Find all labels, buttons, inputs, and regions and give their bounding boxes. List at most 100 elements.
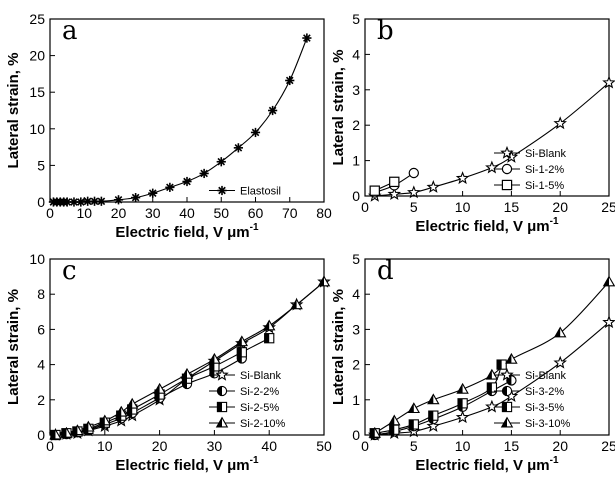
legend-item: Si-2-5% xyxy=(209,401,279,414)
data-point xyxy=(83,196,93,206)
data-point xyxy=(553,326,567,338)
y-tick-label: 2 xyxy=(352,117,360,133)
y-tick-label: 4 xyxy=(37,357,45,373)
legend-marker xyxy=(500,416,514,428)
y-tick-label: 4 xyxy=(352,46,360,62)
data-point xyxy=(485,399,499,413)
legend-marker xyxy=(500,145,514,159)
y-tick-label: 2 xyxy=(352,357,360,373)
panel-label: c xyxy=(62,256,77,286)
series-line xyxy=(374,82,610,197)
data-point xyxy=(199,168,209,179)
data-point xyxy=(553,116,567,130)
data-point xyxy=(82,420,95,432)
data-point xyxy=(408,419,419,430)
legend-label: Si-3-5% xyxy=(525,402,564,414)
legend-label: Si-1-5% xyxy=(525,180,564,192)
plot-frame xyxy=(49,258,325,436)
x-tick-label: 40 xyxy=(179,205,195,221)
x-axis-label-text: Electric field, V μm xyxy=(415,457,549,474)
data-point xyxy=(369,185,380,196)
data-point xyxy=(302,33,312,43)
series-line xyxy=(55,281,325,436)
data-point xyxy=(268,105,278,116)
x-axis-label-superscript: -1 xyxy=(550,216,559,227)
data-point xyxy=(428,410,439,421)
y-tick-label: 1 xyxy=(352,153,360,169)
y-tick-label: 20 xyxy=(29,48,45,64)
y-tick-label: 0 xyxy=(352,188,360,204)
data-point xyxy=(407,185,421,199)
data-point xyxy=(71,424,84,436)
data-point xyxy=(285,75,295,86)
x-tick-label: 50 xyxy=(316,438,332,454)
y-axis-label: Lateral strain, % xyxy=(5,289,22,405)
data-point xyxy=(233,143,243,153)
data-point xyxy=(602,315,615,329)
data-point xyxy=(153,382,166,394)
legend-marker xyxy=(217,185,227,196)
plot-frame xyxy=(364,258,610,436)
x-tick-label: 5 xyxy=(410,438,418,454)
legend-marker xyxy=(500,367,514,381)
legend-marker xyxy=(215,367,229,381)
series-line xyxy=(55,281,325,436)
data-point xyxy=(388,414,401,426)
y-tick-label: 15 xyxy=(29,84,45,100)
x-axis-label-superscript: -1 xyxy=(550,455,559,466)
data-point xyxy=(125,397,139,409)
legend-item: Si-3-5% xyxy=(494,401,564,414)
x-tick-label: 0 xyxy=(46,438,54,454)
data-point xyxy=(602,75,615,89)
x-tick-label: 20 xyxy=(152,438,168,454)
panel-a: 0 10 20 30 40 50 60 70 80 0 5 10 15 20 25 Electric fiel… xyxy=(5,11,332,241)
legend-label: Si-1-2% xyxy=(525,164,564,176)
legend-item: Si-Blank xyxy=(494,367,566,382)
legend-item: Elastosil xyxy=(209,186,281,198)
data-point xyxy=(455,410,470,424)
data-point xyxy=(426,419,441,432)
legend-label: Si-3-10% xyxy=(525,418,570,430)
x-axis-label-superscript: -1 xyxy=(250,455,259,466)
y-tick-label: 25 xyxy=(29,11,45,27)
x-axis-label-text: Electric field, V μm xyxy=(115,457,249,474)
y-tick-label: 5 xyxy=(37,157,45,173)
legend-item: Si-2-2% xyxy=(209,385,279,398)
legend-item: Si-2-10% xyxy=(209,416,285,430)
y-tick-label: 6 xyxy=(37,321,45,337)
panel-label: a xyxy=(62,16,78,46)
data-point xyxy=(131,193,141,203)
x-tick-label: 5 xyxy=(410,199,418,215)
x-tick-label: 0 xyxy=(361,438,369,454)
y-tick-label: 10 xyxy=(29,251,45,267)
data-point xyxy=(216,157,226,167)
y-tick-label: 3 xyxy=(352,321,360,337)
y-tick-label: 5 xyxy=(352,11,360,27)
y-tick-label: 0 xyxy=(37,194,45,210)
data-point xyxy=(486,382,498,393)
data-point xyxy=(485,160,499,174)
x-tick-label: 25 xyxy=(601,199,615,215)
legend-item: Si-Blank xyxy=(209,367,281,382)
legend-label: Si-Blank xyxy=(240,370,281,382)
data-point xyxy=(389,424,400,435)
plot-frame xyxy=(364,18,610,197)
data-point xyxy=(457,398,468,409)
legend-label: Si-Blank xyxy=(525,148,566,160)
x-tick-label: 20 xyxy=(552,438,568,454)
data-point xyxy=(456,382,469,394)
data-point xyxy=(49,428,62,440)
legend-marker xyxy=(501,163,513,175)
x-axis-label: Electric field, V μm-1 xyxy=(415,455,559,474)
y-axis-label: Lateral strain, % xyxy=(330,50,347,166)
data-point xyxy=(553,355,567,369)
data-point xyxy=(264,333,275,344)
data-point xyxy=(208,352,221,364)
x-tick-label: 40 xyxy=(261,438,277,454)
x-tick-label: 25 xyxy=(601,438,615,454)
x-tick-label: 50 xyxy=(213,205,229,221)
x-axis-label-text: Electric field, V μm xyxy=(115,224,249,241)
legend-marker xyxy=(215,416,229,428)
data-point xyxy=(114,405,128,417)
